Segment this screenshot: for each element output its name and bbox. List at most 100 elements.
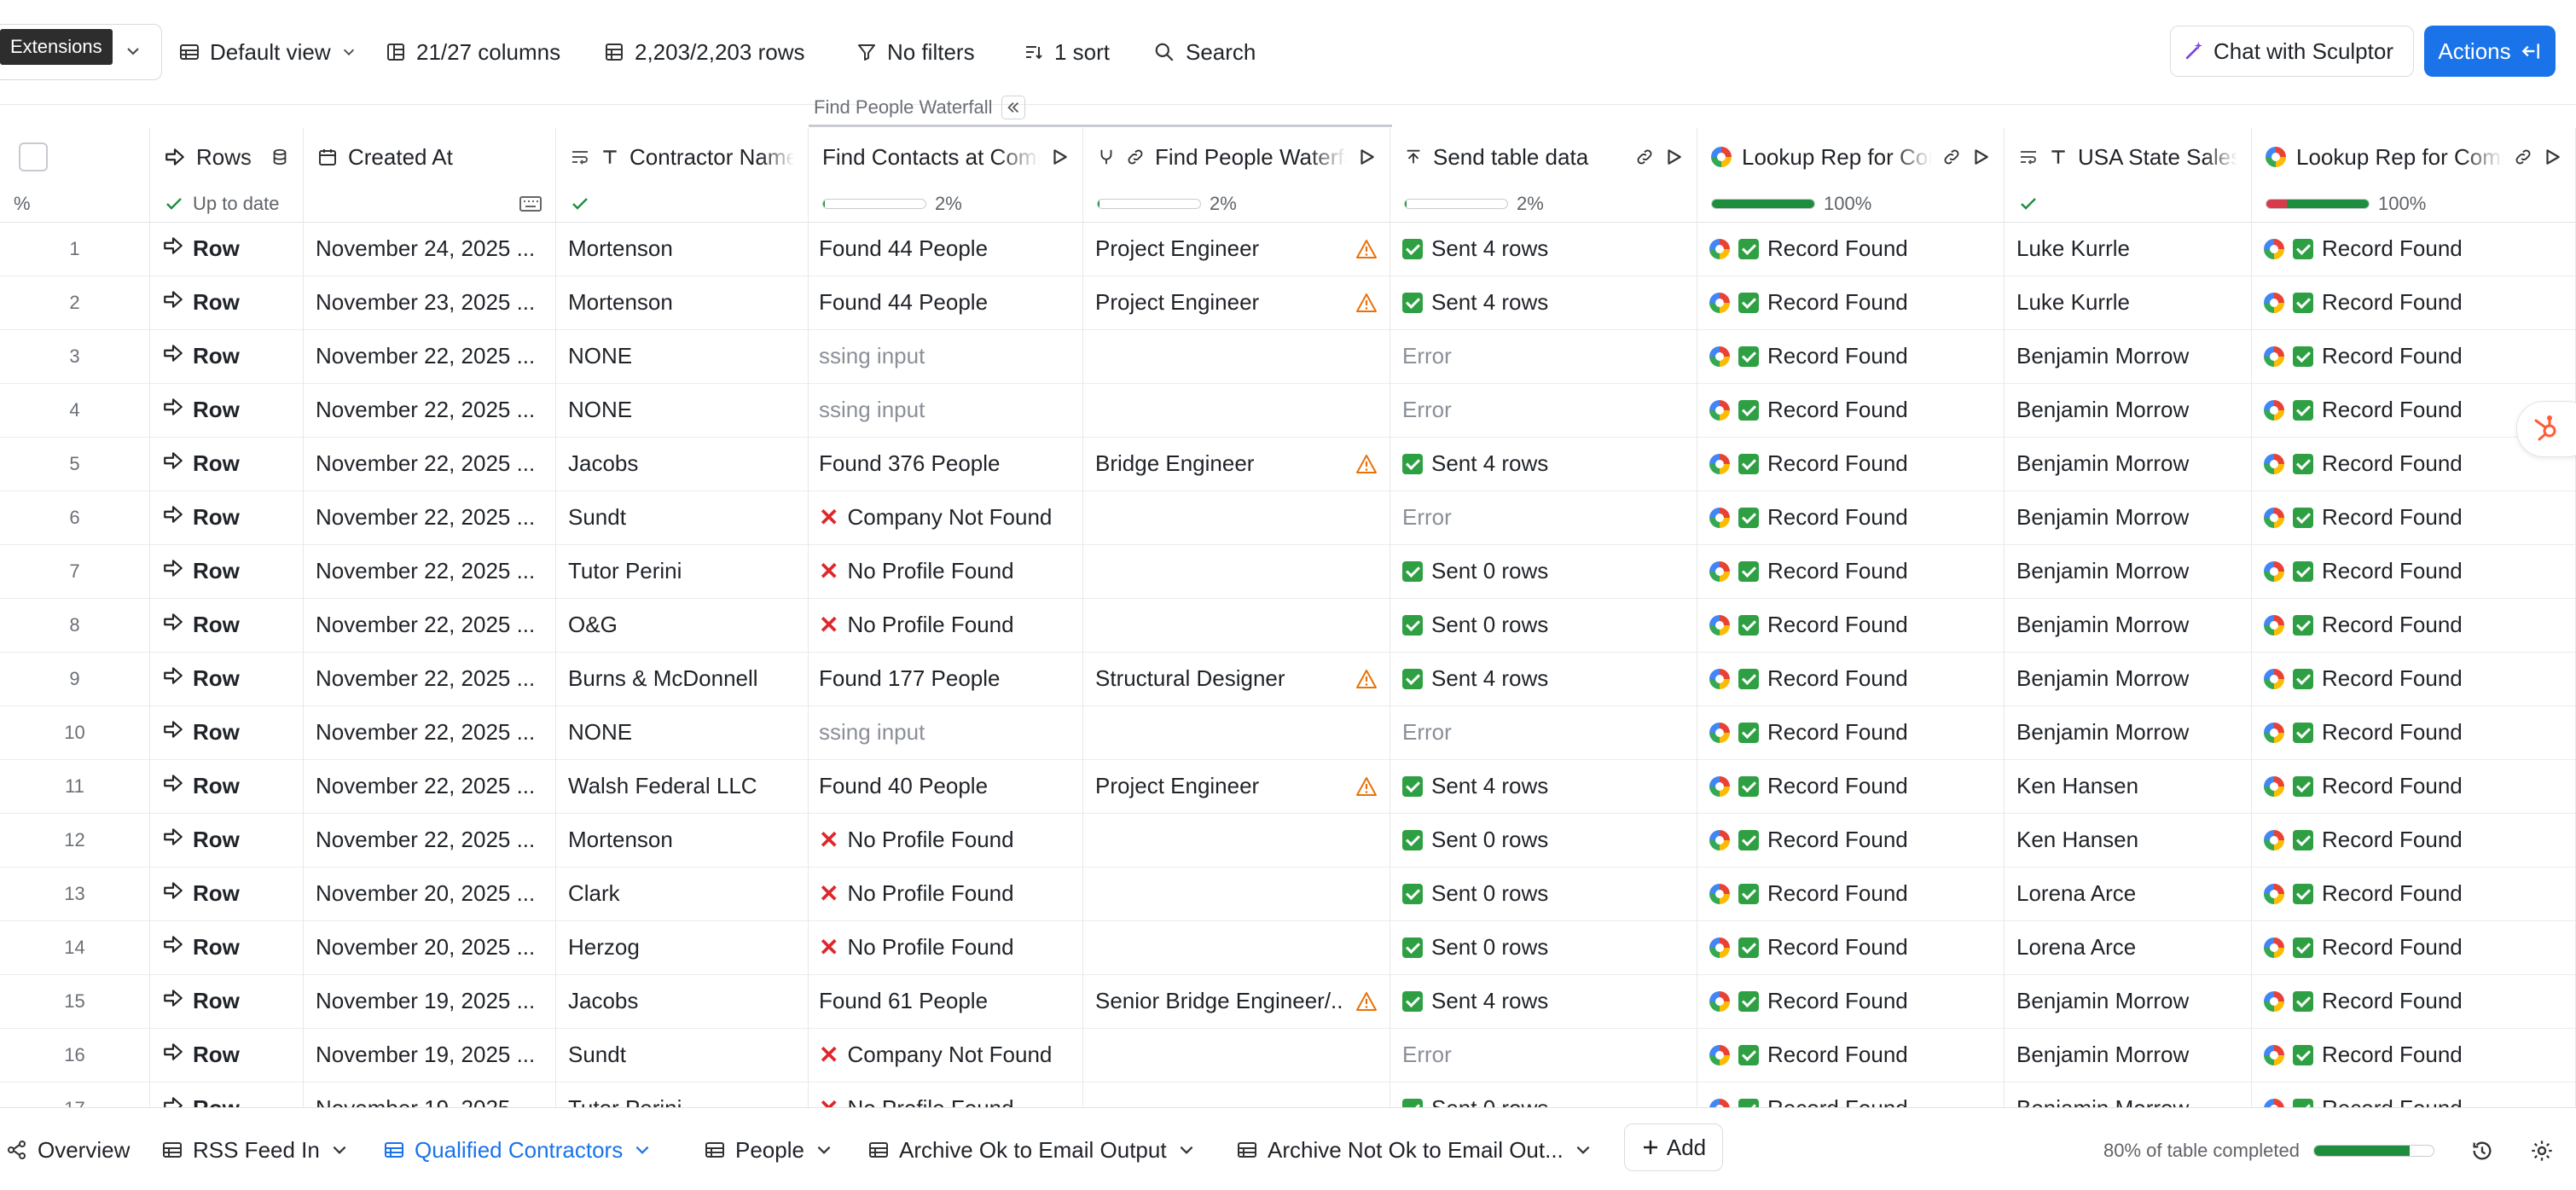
row-number-cell[interactable]: 8 bbox=[0, 598, 150, 652]
lookup-rep-cell[interactable]: Record Found bbox=[1697, 222, 2005, 276]
lookup-rep-cell[interactable]: Record Found bbox=[1697, 867, 2005, 920]
view-selector[interactable]: Default view bbox=[179, 26, 357, 78]
sheet-tab[interactable]: Archive Not Ok to Email Out... bbox=[1237, 1130, 1593, 1170]
row-number-cell[interactable]: 5 bbox=[0, 437, 150, 491]
row-number-cell[interactable]: 9 bbox=[0, 652, 150, 705]
state-sales-rep-cell[interactable]: Benjamin Morrow bbox=[2005, 652, 2252, 705]
columns-button[interactable]: 21/27 columns bbox=[386, 26, 560, 78]
created-at-cell[interactable]: November 20, 2025 ... bbox=[304, 867, 556, 920]
database-icon[interactable] bbox=[270, 148, 289, 166]
contractor-name-cell[interactable]: Walsh Federal LLC bbox=[556, 759, 809, 813]
lookup-rep-cell[interactable]: Record Found bbox=[2252, 813, 2576, 867]
state-sales-rep-cell[interactable]: Benjamin Morrow bbox=[2005, 437, 2252, 491]
table-row[interactable]: 7 Row November 22, 2025 ... Tutor Perini ✕ No… bbox=[0, 544, 2576, 599]
lookup-rep-cell[interactable]: Record Found bbox=[1697, 705, 2005, 759]
lookup-rep-cell[interactable]: Record Found bbox=[1697, 383, 2005, 437]
lookup-rep-cell[interactable]: Record Found bbox=[2252, 329, 2576, 383]
find-people-cell[interactable]: Project Engineer bbox=[1083, 222, 1390, 276]
contractor-name-cell[interactable]: Mortenson bbox=[556, 276, 809, 329]
table-row[interactable]: 15 Row November 19, 2025 ... Jacobs Found 61… bbox=[0, 974, 2576, 1029]
find-people-cell[interactable] bbox=[1083, 920, 1390, 974]
created-at-cell[interactable]: November 20, 2025 ... bbox=[304, 920, 556, 974]
contractor-name-cell[interactable]: Tutor Perini bbox=[556, 544, 809, 598]
add-sheet-button[interactable]: Add bbox=[1624, 1123, 1723, 1171]
lookup-rep-cell[interactable]: Record Found bbox=[1697, 544, 2005, 598]
row-number-cell[interactable]: 17 bbox=[0, 1082, 150, 1107]
lookup-rep-cell[interactable]: Record Found bbox=[1697, 598, 2005, 652]
contractor-name-cell[interactable]: Clark bbox=[556, 867, 809, 920]
table-row[interactable]: 9 Row November 22, 2025 ... Burns & McDonne… bbox=[0, 652, 2576, 706]
find-people-cell[interactable] bbox=[1083, 813, 1390, 867]
chevron-down-icon[interactable] bbox=[125, 43, 142, 60]
find-contacts-cell[interactable]: ✕ No Profile Found bbox=[809, 1082, 1083, 1107]
warning-icon[interactable] bbox=[1355, 669, 1378, 689]
lookup-rep-cell[interactable]: Record Found bbox=[2252, 598, 2576, 652]
created-at-cell[interactable]: November 22, 2025 ... bbox=[304, 437, 556, 491]
column-header[interactable]: Rows bbox=[150, 128, 304, 186]
find-contacts-cell[interactable]: ✕ No Profile Found bbox=[809, 598, 1083, 652]
table-row[interactable]: 5 Row November 22, 2025 ... Jacobs Found 376… bbox=[0, 437, 2576, 491]
send-table-cell[interactable]: Sent 4 rows bbox=[1390, 974, 1697, 1028]
rows-cell[interactable]: Row bbox=[150, 1028, 304, 1082]
rows-cell[interactable]: Row bbox=[150, 974, 304, 1028]
lookup-rep-cell[interactable]: Record Found bbox=[1697, 974, 2005, 1028]
select-all-header[interactable] bbox=[0, 128, 150, 186]
lookup-rep-cell[interactable]: Record Found bbox=[2252, 920, 2576, 974]
state-sales-rep-cell[interactable]: Benjamin Morrow bbox=[2005, 598, 2252, 652]
table-row[interactable]: 10 Row November 22, 2025 ... NONE ssing inpu… bbox=[0, 705, 2576, 760]
table-row[interactable]: 8 Row November 22, 2025 ... O&G ✕ No Profile … bbox=[0, 598, 2576, 653]
run-icon[interactable] bbox=[2543, 148, 2561, 166]
table-row[interactable]: 1 Row November 24, 2025 ... Mortenson Found … bbox=[0, 222, 2576, 276]
sheet-tab[interactable]: RSS Feed In bbox=[162, 1130, 349, 1170]
chevron-down-icon[interactable] bbox=[1574, 1141, 1593, 1159]
contractor-name-cell[interactable]: O&G bbox=[556, 598, 809, 652]
table-row[interactable]: 6 Row November 22, 2025 ... Sundt ✕ Company N… bbox=[0, 491, 2576, 545]
find-contacts-cell[interactable]: Found 40 People bbox=[809, 759, 1083, 813]
chevron-down-icon[interactable] bbox=[633, 1141, 652, 1159]
column-header[interactable]: Lookup Rep for Company bbox=[1697, 128, 2005, 186]
find-people-cell[interactable]: Structural Designer bbox=[1083, 652, 1390, 705]
column-header[interactable]: Lookup Rep for Company bbox=[2252, 128, 2576, 186]
sheet-tab[interactable]: Qualified Contractors bbox=[384, 1130, 652, 1170]
find-people-cell[interactable]: Senior Bridge Engineer/... bbox=[1083, 974, 1390, 1028]
link-icon[interactable] bbox=[1942, 148, 1961, 166]
find-contacts-cell[interactable]: ✕ No Profile Found bbox=[809, 544, 1083, 598]
lookup-rep-cell[interactable]: Record Found bbox=[2252, 652, 2576, 705]
find-contacts-cell[interactable]: ssing input bbox=[809, 329, 1083, 383]
find-people-cell[interactable] bbox=[1083, 598, 1390, 652]
collapse-group-icon[interactable] bbox=[1001, 96, 1025, 119]
warning-icon[interactable] bbox=[1355, 293, 1378, 313]
contractor-name-cell[interactable]: Sundt bbox=[556, 1028, 809, 1082]
contractor-name-cell[interactable]: Jacobs bbox=[556, 974, 809, 1028]
table-row[interactable]: 14 Row November 20, 2025 ... Herzog ✕ No Prof… bbox=[0, 920, 2576, 975]
rows-cell[interactable]: Row bbox=[150, 383, 304, 437]
link-icon[interactable] bbox=[1635, 148, 1654, 166]
row-number-cell[interactable]: 13 bbox=[0, 867, 150, 920]
rows-cell[interactable]: Row bbox=[150, 437, 304, 491]
filters-button[interactable]: No filters bbox=[856, 26, 975, 78]
rows-button[interactable]: 2,203/2,203 rows bbox=[604, 26, 804, 78]
rows-cell[interactable]: Row bbox=[150, 329, 304, 383]
row-number-cell[interactable]: 6 bbox=[0, 491, 150, 544]
column-header[interactable]: Created At bbox=[304, 128, 556, 186]
table-row[interactable]: 13 Row November 20, 2025 ... Clark ✕ No Profi… bbox=[0, 867, 2576, 921]
find-contacts-cell[interactable]: ✕ Company Not Found bbox=[809, 1028, 1083, 1082]
find-contacts-cell[interactable]: Found 61 People bbox=[809, 974, 1083, 1028]
send-table-cell[interactable]: Error bbox=[1390, 491, 1697, 544]
lookup-rep-cell[interactable]: Record Found bbox=[1697, 1028, 2005, 1082]
find-people-cell[interactable]: Project Engineer bbox=[1083, 759, 1390, 813]
contractor-name-cell[interactable]: Burns & McDonnell bbox=[556, 652, 809, 705]
created-at-cell[interactable]: November 24, 2025 ... bbox=[304, 222, 556, 276]
column-header[interactable]: Send table data bbox=[1390, 128, 1697, 186]
lookup-rep-cell[interactable]: Record Found bbox=[1697, 759, 2005, 813]
chevron-down-icon[interactable] bbox=[330, 1141, 349, 1159]
find-contacts-cell[interactable]: Found 44 People bbox=[809, 222, 1083, 276]
table-row[interactable]: 17 Row November 19, 2025 ... Tutor Perini ✕ N… bbox=[0, 1082, 2576, 1107]
state-sales-rep-cell[interactable]: Luke Kurrle bbox=[2005, 276, 2252, 329]
hubspot-widget-button[interactable] bbox=[2516, 401, 2576, 457]
rows-cell[interactable]: Row bbox=[150, 759, 304, 813]
state-sales-rep-cell[interactable]: Ken Hansen bbox=[2005, 759, 2252, 813]
warning-icon[interactable] bbox=[1355, 454, 1378, 474]
row-number-cell[interactable]: 11 bbox=[0, 759, 150, 813]
contractor-name-cell[interactable]: Herzog bbox=[556, 920, 809, 974]
